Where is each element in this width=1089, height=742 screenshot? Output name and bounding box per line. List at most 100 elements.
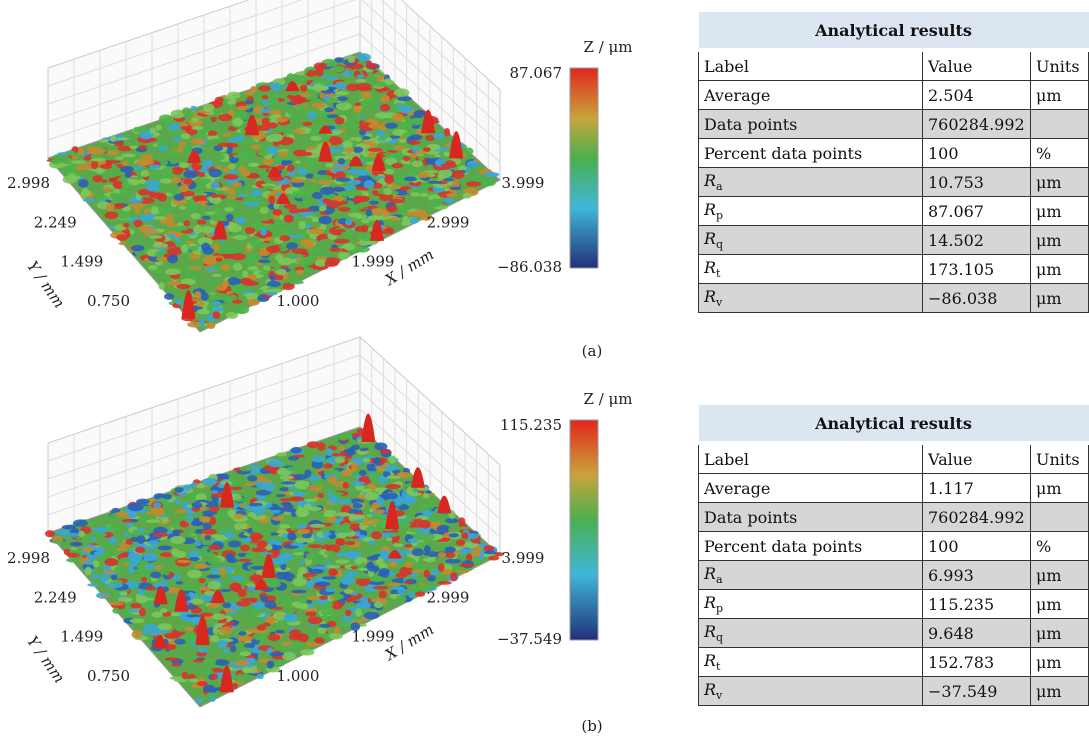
surface-texture <box>290 523 298 530</box>
surface-texture <box>397 96 412 101</box>
surface-texture <box>196 309 209 315</box>
surface-texture <box>345 219 353 226</box>
surface-texture <box>417 532 426 541</box>
surface-texture <box>111 580 123 585</box>
surface-texture <box>202 478 217 486</box>
surface-texture <box>192 502 203 509</box>
surface-texture <box>423 558 436 563</box>
surface-texture <box>272 209 282 215</box>
surface-texture <box>282 652 296 661</box>
surface-texture <box>197 220 207 225</box>
results-table: Analytical resultsLabelValueUnitsAverage… <box>698 405 1089 706</box>
surface-texture <box>444 128 450 137</box>
surface-texture <box>298 221 306 230</box>
surface-texture <box>291 447 302 454</box>
surface-texture <box>350 514 366 519</box>
surface-texture <box>141 577 147 583</box>
surface-texture <box>173 226 188 231</box>
surface-texture <box>183 517 192 521</box>
surface-texture <box>262 95 268 99</box>
surface-texture <box>261 595 268 602</box>
surface-texture <box>206 693 215 698</box>
surface-texture <box>199 516 210 522</box>
surface-texture <box>435 199 443 206</box>
surface-texture <box>163 572 169 576</box>
surface-texture <box>441 163 457 168</box>
surface-texture <box>284 214 294 222</box>
surface-texture <box>174 194 185 201</box>
surface-texture <box>335 457 345 463</box>
units-cell: μm <box>1031 677 1089 706</box>
surface-texture <box>344 589 353 593</box>
surface-texture <box>388 573 395 577</box>
surface-texture <box>279 524 290 529</box>
surface-texture <box>165 268 180 275</box>
surface-texture <box>214 659 229 665</box>
surface-texture <box>226 553 235 561</box>
surface-texture <box>380 104 390 111</box>
surface-texture <box>369 475 377 481</box>
surface-texture <box>422 510 432 517</box>
surface-texture <box>399 139 406 143</box>
surface-texture <box>220 589 231 592</box>
surface-texture <box>150 572 161 579</box>
surface-texture <box>338 433 353 439</box>
surface-texture <box>320 239 333 244</box>
surface-texture <box>363 180 374 188</box>
surface-texture <box>176 284 190 289</box>
surface-texture <box>109 192 120 199</box>
surface-texture <box>170 536 186 544</box>
surface-texture <box>335 178 351 182</box>
surface-texture <box>391 163 403 168</box>
surface-texture <box>225 566 233 574</box>
surface-texture <box>290 519 305 523</box>
surface-texture <box>83 561 94 565</box>
surface-texture <box>221 264 230 271</box>
surface-texture <box>78 531 85 538</box>
surface-texture <box>326 448 333 456</box>
surface-texture <box>170 161 177 165</box>
surface-texture <box>234 513 243 519</box>
surface-texture <box>249 597 258 602</box>
surface-texture <box>211 534 223 538</box>
surface-texture <box>263 266 271 271</box>
surface-texture <box>314 637 324 643</box>
surface-texture <box>344 185 354 190</box>
surface-texture <box>130 618 145 623</box>
units-cell: μm <box>1031 168 1089 197</box>
panel-label: (b) <box>581 717 602 735</box>
surface-texture <box>281 228 293 235</box>
surface-texture <box>196 185 204 190</box>
surface-texture <box>348 212 363 217</box>
surface-texture <box>164 293 174 300</box>
surface-texture <box>132 630 143 638</box>
value-cell: 152.783 <box>923 648 1031 677</box>
surface-texture <box>297 529 311 534</box>
surface-texture <box>292 248 308 254</box>
surface-texture <box>406 487 413 495</box>
surface-texture <box>201 226 215 233</box>
surface-texture <box>244 482 256 485</box>
surface-texture <box>94 551 102 556</box>
surface-texture <box>175 510 189 514</box>
surface-texture <box>250 608 262 616</box>
surface-texture <box>334 239 349 244</box>
surface-texture <box>259 171 267 177</box>
surface-texture <box>341 523 350 529</box>
surface-texture <box>265 292 277 296</box>
surface-texture <box>267 660 274 668</box>
results-table: Analytical resultsLabelValueUnitsAverage… <box>698 12 1089 313</box>
surface-texture <box>107 150 119 156</box>
surface-texture <box>331 613 338 620</box>
surface-texture <box>319 595 328 600</box>
surface-texture <box>315 68 324 77</box>
units-cell: μm <box>1031 255 1089 284</box>
surface-texture <box>380 449 391 454</box>
surface-texture <box>329 496 339 504</box>
surface-texture <box>171 548 180 556</box>
surface-texture <box>459 564 474 567</box>
surface-texture <box>351 445 359 450</box>
surface-texture <box>194 291 201 298</box>
surface-texture <box>223 254 233 259</box>
surface-texture <box>337 552 350 557</box>
